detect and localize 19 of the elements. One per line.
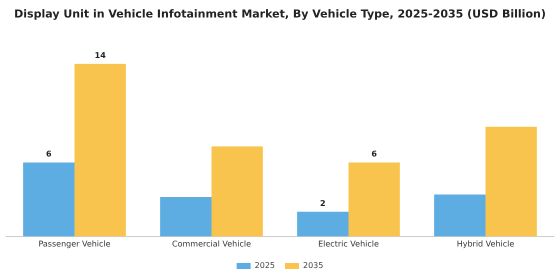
- bar: [434, 194, 486, 236]
- bar: [212, 146, 263, 236]
- bar: [348, 162, 400, 236]
- data-label: 6: [46, 150, 52, 159]
- chart-title: Display Unit in Vehicle Infotainment Market, By Vehicle Type, 2025-2035 (USD Billion): [14, 7, 546, 20]
- bar: [160, 196, 212, 236]
- bar: [297, 212, 348, 236]
- bar: [486, 126, 537, 236]
- x-tick-label: Hybrid Vehicle: [456, 239, 514, 248]
- bar: [23, 162, 74, 236]
- x-tick-label: Electric Vehicle: [318, 239, 379, 248]
- legend-label: 2025: [254, 261, 275, 270]
- x-tick-label: Passenger Vehicle: [38, 239, 111, 248]
- x-tick-label: Commercial Vehicle: [172, 239, 252, 248]
- bar: [74, 64, 126, 236]
- data-label: 14: [94, 50, 106, 60]
- data-label: 2: [320, 198, 326, 208]
- legend-label: 2035: [303, 261, 324, 270]
- data-label: 6: [371, 150, 378, 159]
